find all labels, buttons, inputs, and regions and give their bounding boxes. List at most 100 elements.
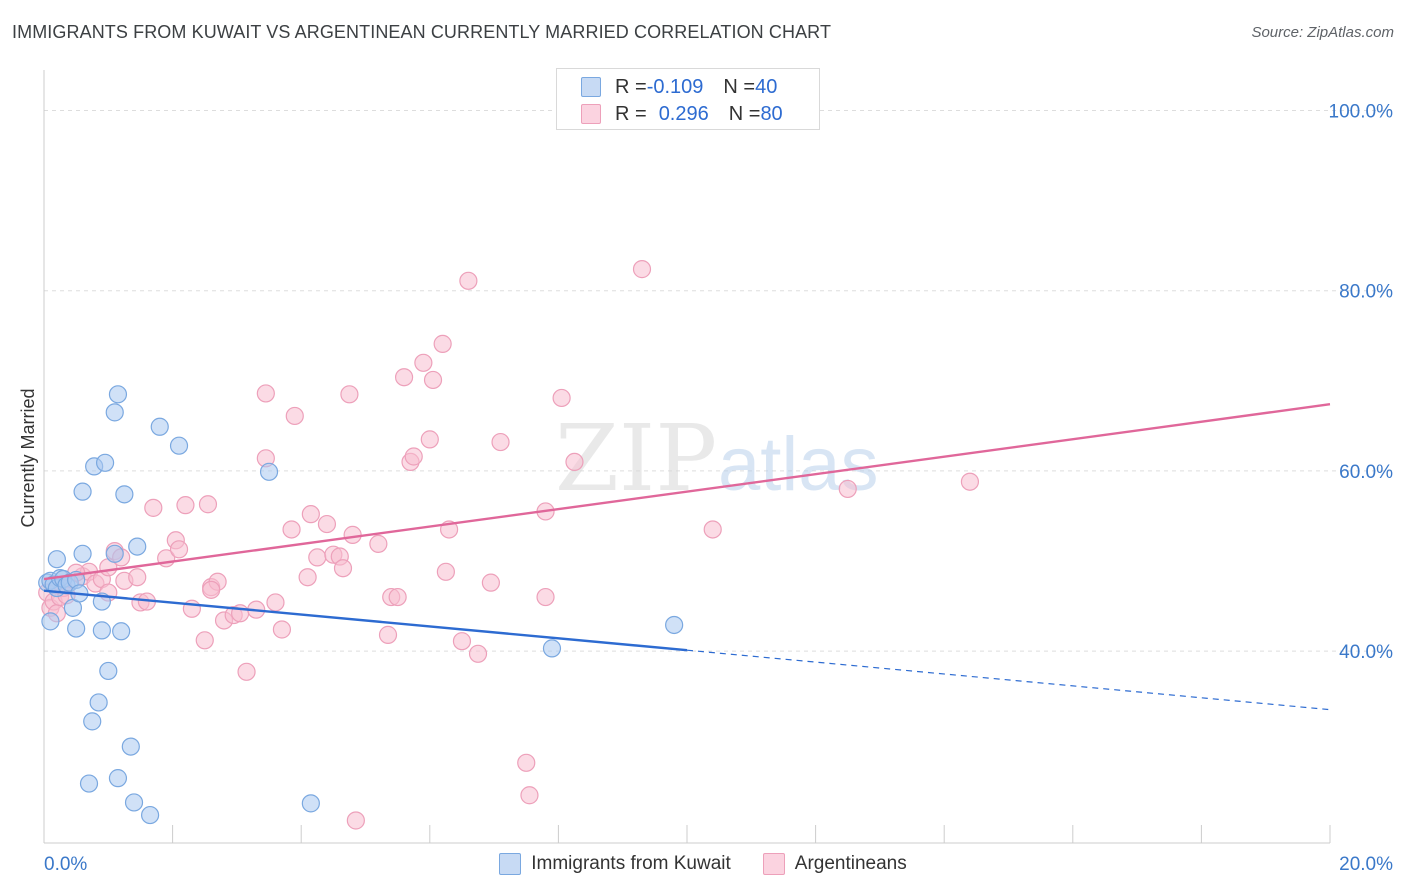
legend-row-kuwait: R = -0.109 N = 40 [581, 74, 777, 100]
legend-r-value: -0.109 [646, 75, 704, 98]
trend-line-argentineans [43, 403, 1331, 581]
watermark: ZIP atlas [555, 405, 879, 512]
point-argentinean [282, 520, 301, 539]
y-tick-label: 80.0% [1339, 282, 1393, 303]
point-argentinean [266, 593, 285, 612]
x-tick-label: 0.0% [44, 854, 87, 875]
legend-r-label: R = [615, 102, 647, 125]
point-kuwait [79, 774, 99, 793]
point-kuwait [124, 793, 144, 812]
point-kuwait [92, 621, 111, 640]
point-argentinean [340, 385, 359, 404]
point-argentinean [838, 479, 857, 499]
y-axis-label: Currently Married [18, 388, 38, 527]
legend-correlation: R = -0.109 N = 40 R = 0.296 N = 80 [556, 68, 820, 130]
point-kuwait [89, 693, 108, 712]
point-kuwait [99, 661, 118, 681]
point-argentinean [308, 548, 327, 567]
grid-lines [44, 110, 1394, 652]
point-kuwait [41, 612, 60, 631]
axes [43, 70, 1331, 844]
point-kuwait [169, 436, 189, 455]
legend-item-argentineans: Argentineans [762, 853, 907, 875]
point-argentinean [404, 447, 423, 466]
point-argentinean [333, 559, 353, 578]
point-kuwait [73, 482, 92, 501]
point-kuwait [73, 544, 92, 563]
point-argentinean [237, 662, 256, 681]
point-argentinean [301, 505, 320, 524]
point-argentinean [202, 580, 221, 599]
point-argentinean [433, 334, 452, 353]
legend-n-label: N = [728, 102, 761, 125]
point-argentinean [491, 432, 510, 452]
source-label: Source: ZipAtlas.com [1251, 24, 1394, 41]
point-argentinean [198, 495, 218, 514]
point-argentinean [420, 430, 439, 449]
point-argentinean [468, 644, 488, 663]
point-kuwait [140, 805, 160, 825]
point-argentinean [144, 498, 163, 517]
point-kuwait [128, 537, 147, 556]
legend-swatch-pink [762, 853, 785, 875]
point-argentinean [517, 753, 536, 772]
trend-line-kuwait [43, 589, 688, 652]
x-tick-label: 20.0% [1339, 854, 1393, 875]
point-argentinean [343, 525, 362, 544]
legend-row-argentineans: R = 0.296 N = 80 [581, 101, 783, 127]
point-kuwait [105, 544, 124, 563]
legend-item-kuwait: Immigrants from Kuwait [499, 853, 731, 875]
legend-label-kuwait: Immigrants from Kuwait [531, 853, 731, 874]
point-kuwait [108, 385, 128, 404]
point-argentinean [369, 534, 388, 553]
point-kuwait [542, 639, 562, 658]
point-argentinean [298, 568, 317, 587]
point-kuwait [259, 462, 279, 481]
y-tick-label: 100.0% [1329, 102, 1394, 123]
x-tick-labels: 0.0% 20.0% [44, 854, 1393, 875]
trend-lines [43, 403, 1331, 711]
legend-n-label: N = [723, 75, 756, 98]
point-kuwait [121, 737, 140, 756]
point-argentinean [195, 631, 214, 650]
point-kuwait [150, 417, 169, 436]
legend-n-value: 40 [755, 75, 778, 98]
point-argentinean [128, 568, 147, 587]
point-argentinean [452, 632, 472, 651]
legend-r-label: R = [615, 75, 647, 98]
point-argentinean [285, 406, 304, 426]
point-argentinean [565, 452, 584, 472]
legend-swatch-pink [581, 104, 601, 124]
legend-series: Immigrants from Kuwait Argentineans [0, 850, 1406, 878]
point-kuwait [301, 794, 320, 813]
point-kuwait [108, 769, 128, 788]
legend-swatch-blue [581, 77, 601, 97]
legend-r-value: 0.296 [658, 102, 709, 125]
point-kuwait [665, 615, 684, 635]
legend-n-value: 80 [760, 102, 783, 125]
trend-line-kuwait-extension [686, 649, 1331, 711]
point-argentinean [459, 271, 478, 290]
y-tick-label: 60.0% [1339, 462, 1393, 483]
point-argentinean [703, 520, 722, 539]
point-argentinean [272, 620, 292, 639]
y-tick-labels: 40.0% 60.0% 80.0% 100.0% [1329, 102, 1394, 664]
point-argentinean [481, 573, 500, 592]
point-argentinean [632, 260, 652, 279]
point-kuwait [67, 619, 86, 638]
point-argentinean [388, 587, 407, 607]
point-argentinean [414, 353, 433, 372]
point-argentinean [520, 786, 539, 805]
point-kuwait [105, 403, 124, 422]
point-kuwait [47, 550, 66, 569]
point-argentinean [256, 384, 275, 403]
point-argentinean [423, 370, 443, 390]
data-points [38, 260, 980, 830]
point-argentinean [378, 625, 398, 644]
point-argentinean [552, 388, 571, 408]
point-argentinean [394, 368, 414, 387]
point-kuwait [95, 453, 115, 472]
point-kuwait [112, 622, 131, 641]
point-kuwait [83, 712, 102, 731]
